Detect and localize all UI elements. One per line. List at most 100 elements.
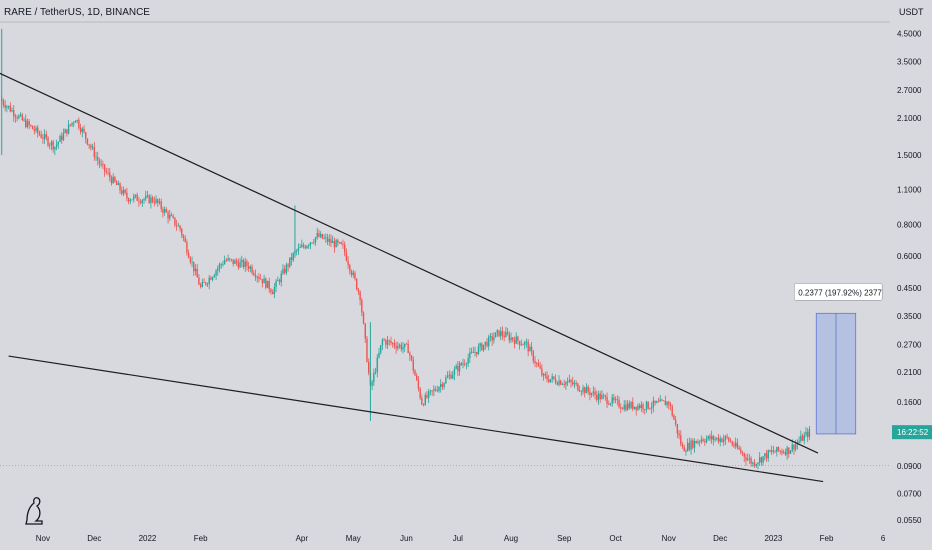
candle-body <box>54 147 56 150</box>
candle-body <box>373 372 375 383</box>
candle-body <box>55 144 58 148</box>
candle-body <box>277 280 279 282</box>
symbol-title[interactable]: RARE / TetherUS, 1D, BINANCE <box>4 7 150 18</box>
candle-body <box>457 366 459 372</box>
candle-body <box>560 380 562 385</box>
candle-body <box>50 141 53 145</box>
candle-body <box>604 395 607 397</box>
candle-body <box>366 338 368 362</box>
time-tick: Feb <box>820 534 834 543</box>
candle-body <box>700 439 703 442</box>
candle-body <box>710 435 713 440</box>
tradingview-logo-icon[interactable] <box>25 497 43 525</box>
candle-body <box>520 344 523 346</box>
candle-body <box>717 437 720 442</box>
candle-body <box>151 197 154 202</box>
price-tick: 0.3500 <box>897 312 922 321</box>
candle-body <box>428 391 430 398</box>
time-tick: May <box>346 534 361 543</box>
candle-body <box>556 382 559 385</box>
candle-body <box>148 195 150 204</box>
candle-body <box>673 415 675 420</box>
candle-body <box>573 383 576 385</box>
candle-body <box>222 264 224 265</box>
candle-body <box>733 444 735 447</box>
candle-body <box>522 344 524 346</box>
candle-body <box>102 164 104 165</box>
time-axis: Nov Dec 2022 Feb Apr May Jun Jul Aug Sep Oct Nov Dec… <box>36 534 886 543</box>
candle-body <box>318 233 320 237</box>
candle-body <box>704 441 706 443</box>
candle-body <box>61 135 63 141</box>
candle-body <box>287 264 289 267</box>
candle-body <box>314 237 317 243</box>
candle-body <box>227 258 229 261</box>
candle-body <box>18 115 20 119</box>
candle-body <box>445 377 447 384</box>
candle-body <box>734 442 737 447</box>
time-tick: Feb <box>194 534 208 543</box>
candle-body <box>47 137 49 146</box>
candle-body <box>33 129 35 131</box>
candle-body <box>88 144 90 146</box>
candle-body <box>268 280 270 290</box>
candle-body <box>146 195 149 197</box>
candle-body <box>464 363 466 365</box>
candle-body <box>215 270 217 276</box>
candle-body <box>239 261 241 268</box>
candle-body <box>321 234 324 239</box>
candle-body <box>506 332 509 335</box>
time-tick: Oct <box>609 534 622 543</box>
candle-body <box>211 277 214 280</box>
candle-body <box>422 404 425 406</box>
currency-label: USDT <box>899 7 924 17</box>
candle-body <box>626 403 629 411</box>
candle-body <box>565 382 567 385</box>
candle-body <box>371 382 373 386</box>
candle-body <box>271 292 274 295</box>
candle-body <box>664 400 667 406</box>
candle-body <box>157 199 159 203</box>
time-tick: Nov <box>662 534 676 543</box>
candle-body <box>247 266 250 269</box>
price-tick: 2.7000 <box>897 86 922 95</box>
candle-body <box>85 132 87 139</box>
candle-body <box>546 375 548 380</box>
candle-body <box>122 189 125 194</box>
candle-body <box>558 380 560 385</box>
candle-body <box>652 400 655 408</box>
measure-tool: 0.2377 (197.92%) 2377 <box>793 283 883 435</box>
candle-body <box>275 280 277 287</box>
candle-body <box>621 408 624 410</box>
candle-body <box>596 394 598 400</box>
candle-body <box>770 450 773 452</box>
candle-body <box>479 343 481 347</box>
candle-body <box>97 156 99 161</box>
candle-body <box>678 433 680 436</box>
candle-body <box>716 437 718 439</box>
candle-body <box>549 379 552 382</box>
candle-body <box>343 244 346 253</box>
price-level-line <box>0 21 890 466</box>
candle-body <box>278 280 281 283</box>
candle-body <box>16 117 18 119</box>
price-tick: 0.4500 <box>897 284 922 293</box>
candle-body <box>577 383 579 391</box>
price-tick: 0.8000 <box>897 220 922 229</box>
candle-body <box>217 268 219 271</box>
candle-body <box>170 214 173 216</box>
candle-body <box>66 129 68 134</box>
candle-body <box>518 341 521 346</box>
candle-body <box>133 196 135 200</box>
candle-body <box>434 389 437 391</box>
candle-body <box>93 146 96 158</box>
candle-body <box>328 239 330 242</box>
candle-body <box>265 278 267 288</box>
price-tick: 3.5000 <box>897 57 922 66</box>
candle-body <box>412 359 414 371</box>
candle-body <box>659 399 661 402</box>
candle-body <box>67 124 70 134</box>
candle-body <box>426 394 428 398</box>
candle-body <box>258 276 260 279</box>
